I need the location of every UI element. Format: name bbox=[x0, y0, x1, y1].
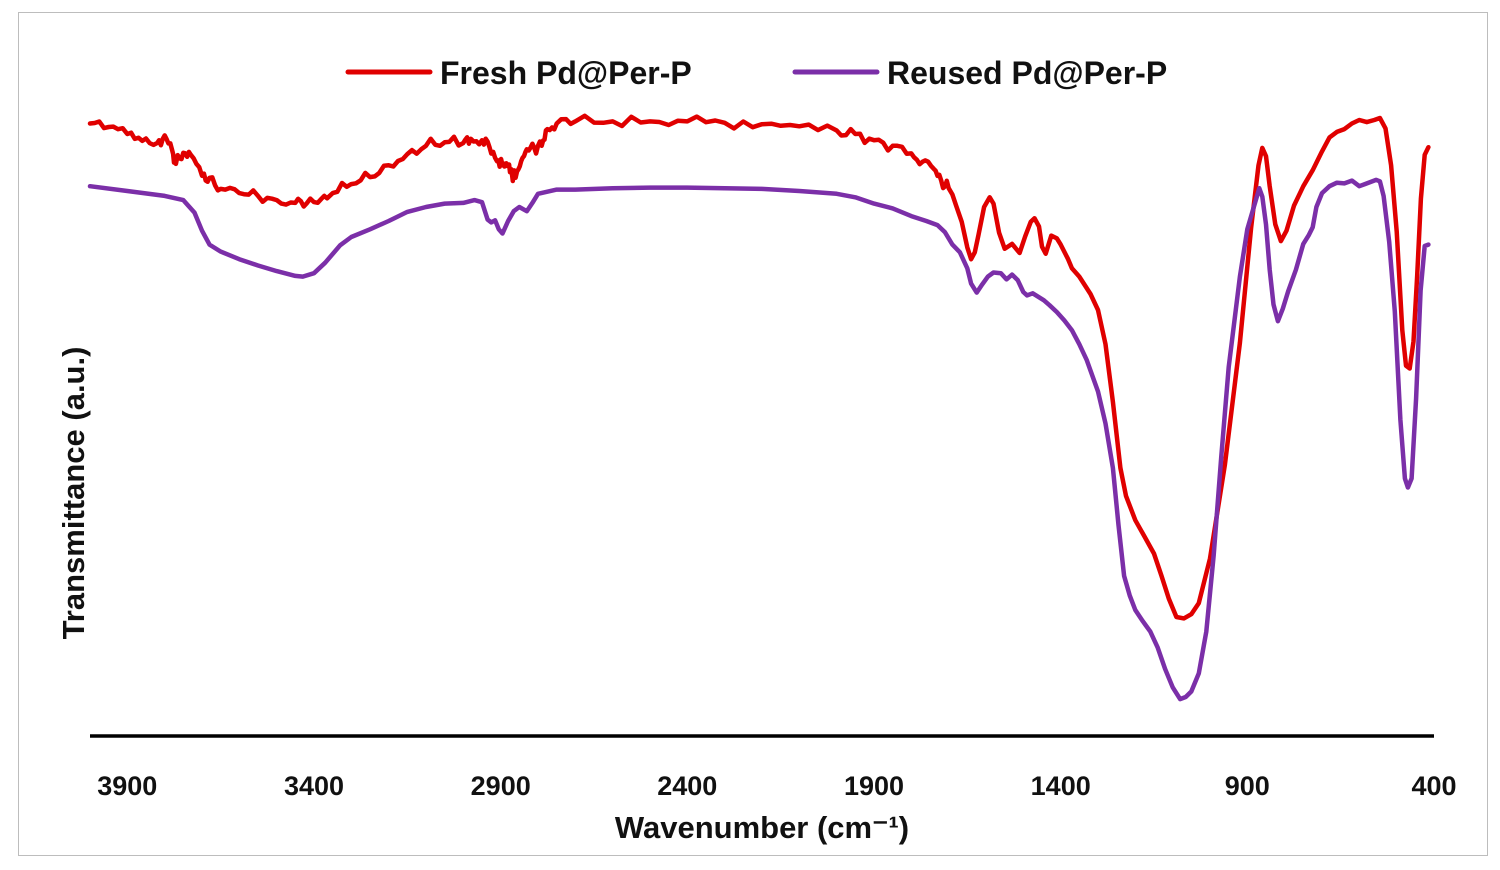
x-axis-title: Wavenumber (cm⁻¹) bbox=[615, 810, 909, 845]
x-tick-label-3400: 3400 bbox=[284, 771, 344, 801]
x-tick-label-400: 400 bbox=[1411, 771, 1456, 801]
plot-area bbox=[87, 113, 1431, 702]
series-line-reused bbox=[87, 177, 1431, 702]
x-tick-label-2900: 2900 bbox=[471, 771, 531, 801]
x-tick-label-1900: 1900 bbox=[844, 771, 904, 801]
x-tick-label-900: 900 bbox=[1225, 771, 1270, 801]
chart-frame bbox=[18, 12, 1488, 856]
legend-label-fresh: Fresh Pd@Per-P bbox=[440, 55, 692, 91]
x-tick-labels: 3900 3400 2900 2400 1900 1400 900 400 bbox=[97, 771, 1456, 801]
series-line-fresh bbox=[87, 113, 1431, 621]
legend: Fresh Pd@Per-P Reused Pd@Per-P bbox=[345, 55, 1167, 91]
x-tick-label-3900: 3900 bbox=[97, 771, 157, 801]
x-tick-label-1400: 1400 bbox=[1031, 771, 1091, 801]
legend-label-reused: Reused Pd@Per-P bbox=[887, 55, 1167, 91]
y-axis-title: Transmittance (a.u.) bbox=[56, 347, 91, 640]
x-tick-label-2400: 2400 bbox=[657, 771, 717, 801]
